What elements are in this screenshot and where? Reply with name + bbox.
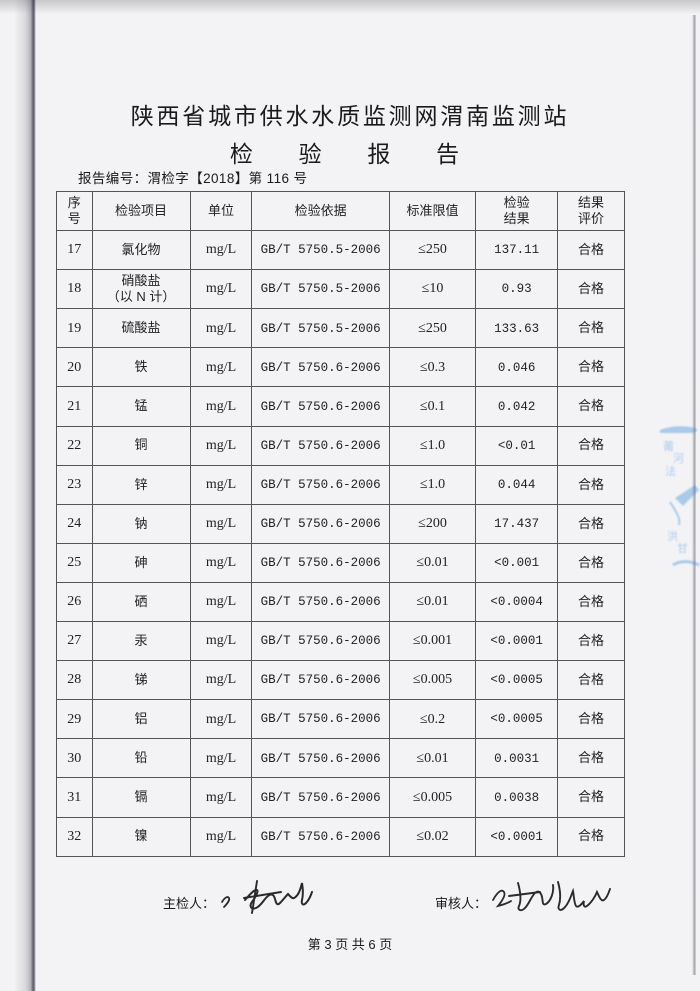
- svg-text:河: 河: [673, 452, 684, 465]
- svg-text:法: 法: [665, 464, 676, 478]
- svg-text:洪: 洪: [667, 529, 678, 543]
- svg-text:甘: 甘: [677, 542, 688, 555]
- svg-text:莆: 莆: [663, 440, 674, 453]
